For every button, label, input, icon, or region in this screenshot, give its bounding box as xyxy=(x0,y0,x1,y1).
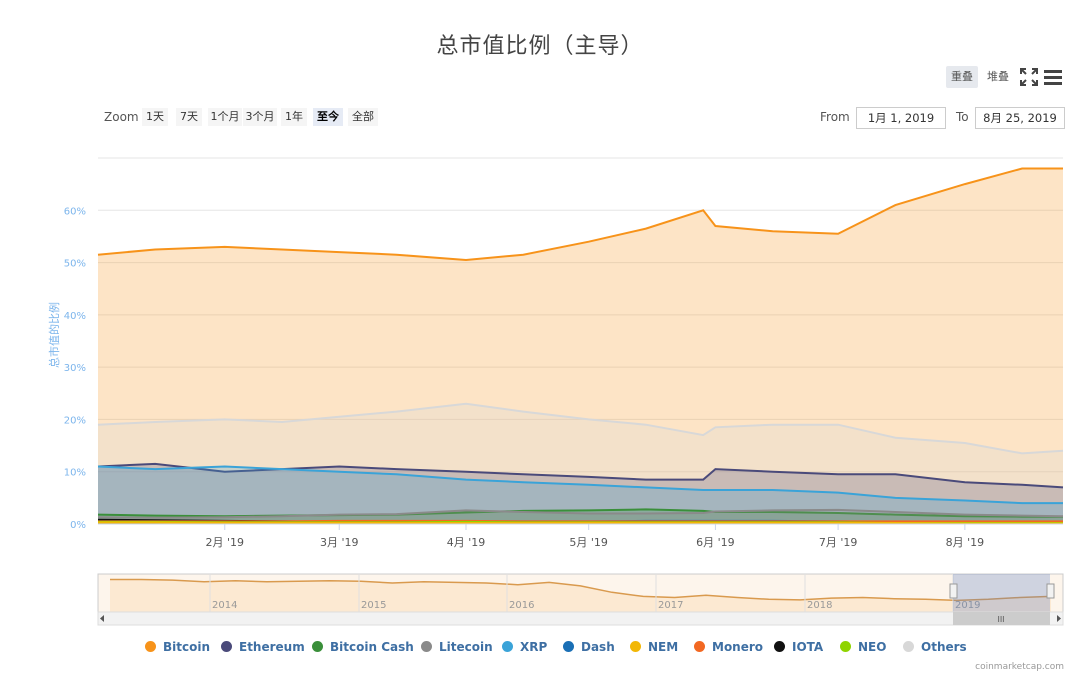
zoom-ytd-button[interactable]: 至今 xyxy=(313,108,343,126)
legend-item-bitcoin-cash[interactable]: Bitcoin Cash xyxy=(312,638,414,656)
legend-item-others[interactable]: Others xyxy=(903,638,967,656)
zoom-1m-button[interactable]: 1个月 xyxy=(208,108,242,126)
series-line-xrp xyxy=(97,465,1063,505)
legend-label: Dash xyxy=(581,640,615,654)
zoom-3m-button[interactable]: 3个月 xyxy=(243,108,277,126)
legend-marker xyxy=(694,641,705,652)
to-date-input[interactable]: 8月 25, 2019 xyxy=(975,107,1065,129)
from-date-input[interactable]: 1月 1, 2019 xyxy=(856,107,946,129)
series-area-ethereum xyxy=(98,463,1063,524)
series-area-others xyxy=(98,403,1063,524)
y-tick-label: 50% xyxy=(64,259,86,270)
navigator-year-label: 2014 xyxy=(212,600,237,611)
zoom-all-button[interactable]: 全部 xyxy=(348,108,378,126)
x-tick-label: 8月 '19 xyxy=(946,536,985,549)
navigator: 2014 2015 2016 2017 2018 2019 III xyxy=(97,573,1064,626)
x-tick-label: 7月 '19 xyxy=(819,536,858,549)
fullscreen-icon[interactable] xyxy=(1018,66,1040,88)
navigator-line xyxy=(110,578,1052,602)
legend-label: NEM xyxy=(648,640,679,654)
legend-marker xyxy=(840,641,851,652)
legend-marker xyxy=(145,641,156,652)
legend-label: Bitcoin xyxy=(163,640,211,654)
legend-marker xyxy=(563,641,574,652)
overlap-toggle-button[interactable]: 重叠 xyxy=(946,66,978,88)
zoom-label: Zoom xyxy=(104,110,139,124)
y-tick-label: 10% xyxy=(64,468,86,479)
scroll-right-arrow-icon[interactable] xyxy=(1057,615,1061,622)
scrollbar-thumb[interactable] xyxy=(953,612,1050,625)
legend-item-nem[interactable]: NEM xyxy=(630,638,678,656)
legend-label: Litecoin xyxy=(439,640,493,654)
legend-marker xyxy=(221,641,232,652)
legend-marker xyxy=(630,641,641,652)
x-tick-label: 4月 '19 xyxy=(447,536,486,549)
legend-marker xyxy=(502,641,513,652)
legend-item-monero[interactable]: Monero xyxy=(694,638,763,656)
navigator-handle[interactable] xyxy=(1046,583,1055,599)
navigator-selection[interactable] xyxy=(953,574,1050,612)
navigator-handle[interactable] xyxy=(949,583,958,599)
fullscreen-icon-graphic xyxy=(1020,68,1038,86)
legend-label: Bitcoin Cash xyxy=(330,640,414,654)
legend-marker xyxy=(774,641,785,652)
y-tick-label: 30% xyxy=(64,363,86,374)
y-tick-label: 0% xyxy=(70,520,86,531)
scroll-left-arrow-icon[interactable] xyxy=(100,615,104,622)
navigator-background xyxy=(97,573,1064,613)
x-tick-label: 2月 '19 xyxy=(205,536,244,549)
y-tick-label: 20% xyxy=(64,415,86,426)
from-label: From xyxy=(820,110,850,124)
legend-item-bitcoin[interactable]: Bitcoin xyxy=(145,638,210,656)
series-line-nem xyxy=(98,521,1063,525)
legend-item-neo[interactable]: NEO xyxy=(840,638,886,656)
zoom-1d-button[interactable]: 1天 xyxy=(142,108,168,126)
navigator-year-label: 2019 xyxy=(955,600,980,611)
navigator-year-label: 2018 xyxy=(807,600,832,611)
legend-marker xyxy=(421,641,432,652)
navigator-area xyxy=(110,579,1051,612)
zoom-7d-button[interactable]: 7天 xyxy=(176,108,202,126)
series-line-bitcoin xyxy=(97,167,1063,262)
scrollbar-grip-icon: III xyxy=(997,615,1004,624)
series-line-others xyxy=(97,402,1064,455)
legend-label: Ethereum xyxy=(239,640,305,654)
chart-title: 总市值比例（主导） xyxy=(436,34,644,59)
legend-label: XRP xyxy=(520,640,548,654)
series-areas xyxy=(97,167,1064,525)
legend-label: IOTA xyxy=(792,640,824,654)
navigator-year-label: 2015 xyxy=(361,600,386,611)
series-area-bitcoin xyxy=(98,168,1063,524)
legend-item-ethereum[interactable]: Ethereum xyxy=(221,638,305,656)
y-tick-label: 60% xyxy=(64,206,86,217)
to-label: To xyxy=(956,110,969,124)
legend-item-dash[interactable]: Dash xyxy=(563,638,615,656)
y-axis-ticks: 0% 10% 20% 30% 40% 50% 60% xyxy=(64,206,86,531)
navigator-year-label: 2016 xyxy=(509,600,534,611)
scrollbar-track xyxy=(97,611,1064,626)
stacked-toggle-button[interactable]: 堆叠 xyxy=(987,70,1009,83)
legend: Bitcoin Ethereum Bitcoin Cash Litecoin XRP Da… xyxy=(0,638,1080,658)
legend-item-iota[interactable]: IOTA xyxy=(774,638,823,656)
series-line-monero xyxy=(98,519,1063,523)
legend-marker xyxy=(312,641,323,652)
x-axis-ticks: 2月 '19 3月 '19 4月 '19 5月 '19 6月 '19 7月 '19 8月 '… xyxy=(98,523,1063,549)
legend-label: Monero xyxy=(712,640,764,654)
navigator-year-label: 2017 xyxy=(658,600,683,611)
legend-item-litecoin[interactable]: Litecoin xyxy=(421,638,493,656)
series-line-litecoin xyxy=(97,508,1064,519)
hamburger-menu-icon[interactable] xyxy=(1043,68,1063,86)
x-tick-label: 3月 '19 xyxy=(320,536,359,549)
legend-marker xyxy=(903,641,914,652)
legend-item-xrp[interactable]: XRP xyxy=(502,638,547,656)
x-tick-label: 5月 '19 xyxy=(569,536,608,549)
legend-label: Others xyxy=(921,640,967,654)
x-tick-label: 6月 '19 xyxy=(696,536,735,549)
legend-label: NEO xyxy=(858,640,887,654)
zoom-1y-button[interactable]: 1年 xyxy=(281,108,307,126)
y-tick-label: 40% xyxy=(64,311,86,322)
credits-link[interactable]: coinmarketcap.com xyxy=(975,662,1064,672)
